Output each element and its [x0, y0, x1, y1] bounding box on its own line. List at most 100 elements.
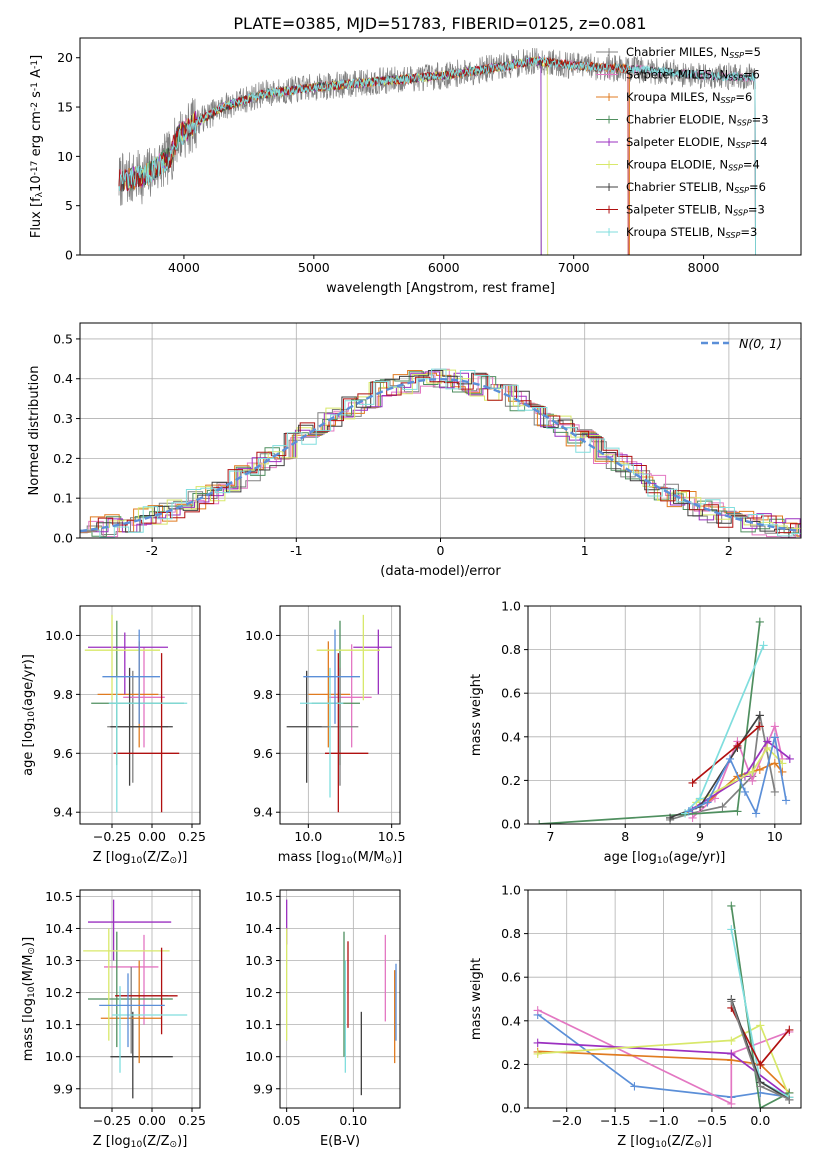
legend-label: Salpeter MILES, NSSP=6: [626, 68, 760, 83]
panel-residuals: -2 -1 0 1 2 0.0 0.1 0.2 0.3 0.4 0.5 (data-model)/er…: [27, 322, 802, 579]
y-tick-label: 10: [57, 149, 73, 164]
x-tick-label: −1.5: [600, 1113, 630, 1128]
y-tick-label: 10.5: [245, 889, 273, 904]
y-tick-label: 0.8: [501, 642, 521, 657]
plot-area: [118, 47, 756, 255]
weight-point: +: [687, 776, 698, 791]
weight-point: +: [755, 1075, 766, 1090]
y-tick-label: 5: [65, 198, 73, 213]
x-tick-label: 0.25: [178, 1113, 206, 1128]
y-tick-label: 9.4: [253, 805, 273, 820]
panel-mass_age: 10.0 10.5 9.4 9.6 9.8 10.0 mass [log10(M/M⊙)]: [245, 605, 406, 866]
weight-point: +: [739, 785, 750, 800]
weight-point: +: [784, 1093, 795, 1108]
y-tick-label: 10.0: [45, 628, 73, 643]
axes-frame: [279, 605, 401, 825]
x-tick-label: 10.5: [378, 829, 406, 844]
x-tick-label: −0.5: [697, 1113, 727, 1128]
weight-line: [537, 1024, 791, 1098]
y-tick-label: 10.5: [45, 889, 73, 904]
weight-point: +: [784, 1086, 795, 1101]
legend-marker: +: [604, 113, 614, 127]
legend-marker: +: [604, 203, 614, 217]
weight-line: [692, 739, 791, 810]
x-axis-label: Z [log10(Z/Z⊙)]: [617, 1134, 712, 1150]
weight-line: [691, 723, 784, 819]
weight-point: +: [665, 813, 676, 828]
weight-point: +: [777, 752, 788, 767]
weight-point: +: [702, 796, 713, 811]
y-tick-label: 0.4: [501, 729, 521, 744]
weight-point: +: [683, 804, 694, 819]
weight-point: +: [769, 756, 780, 771]
weight-point: +: [695, 800, 706, 815]
legend-marker: +: [604, 180, 614, 194]
axes-frame: [527, 605, 802, 825]
weight-point: +: [739, 770, 750, 785]
weight-point: +: [755, 1058, 766, 1073]
plot-area: [80, 368, 801, 538]
weight-point: +: [747, 765, 758, 780]
panel-z_weight: +++ + +++++++ ++++++++++++++++++++++++−2.0 −…: [469, 883, 802, 1150]
x-tick-label: −0.25: [93, 829, 131, 844]
legend-marker: +: [604, 225, 614, 239]
y-tick-label: 10.2: [45, 985, 73, 1000]
y-tick-label: 9.8: [53, 687, 73, 702]
legend-label: N(0, 1): [739, 336, 782, 351]
x-tick-label: 10: [767, 829, 783, 844]
weight-line: [691, 725, 761, 784]
y-axis-label: age [log10(age/yr)]: [21, 654, 37, 776]
weight-point: +: [754, 719, 765, 734]
y-tick-label: 10.2: [245, 985, 273, 1000]
weight-point: +: [732, 735, 743, 750]
model-spectrum-line: [118, 56, 756, 255]
x-axis-label: age [log10(age/yr)]: [604, 850, 726, 866]
weight-line: [730, 905, 790, 1108]
weight-point: +: [732, 804, 743, 819]
normal-curve: [80, 378, 799, 533]
y-tick-label: 1.0: [501, 599, 521, 614]
legend-marker: +: [604, 135, 614, 149]
weight-point: +: [695, 791, 706, 806]
legend-label: Chabrier MILES, NSSP=5: [626, 45, 761, 60]
weight-point: +: [784, 1025, 795, 1040]
weight-point: +: [732, 741, 743, 756]
weight-point: +: [665, 811, 676, 826]
y-tick-label: 0.2: [53, 451, 73, 466]
weight-point: +: [691, 796, 702, 811]
histogram-step-line: [80, 368, 801, 538]
axes-frame: [79, 605, 201, 825]
legend-label: Chabrier ELODIE, NSSP=3: [626, 113, 769, 128]
plot-area: [286, 614, 392, 813]
y-tick-label: 0.4: [501, 1013, 521, 1028]
weight-point: +: [758, 639, 769, 654]
y-tick-label: 9.8: [253, 687, 273, 702]
weight-point: +: [747, 774, 758, 789]
weight-point: +: [534, 818, 545, 833]
weight-point: +: [726, 923, 737, 938]
x-tick-label: 0.10: [339, 1113, 367, 1128]
y-tick-label: 0.4: [53, 371, 73, 386]
weight-point: +: [784, 1091, 795, 1106]
axes-frame: [79, 322, 802, 539]
weight-point: +: [629, 1080, 640, 1095]
weight-point: +: [754, 709, 765, 724]
weight-point: +: [751, 807, 762, 822]
y-axis-label: mass weight: [469, 958, 484, 1040]
weight-point: +: [762, 741, 773, 756]
y-tick-label: 10.1: [245, 1017, 273, 1032]
panel-ebv_mass: 0.05 0.10 9.9 10.0 10.1 10.2 10.3 10.4 10.5 E(B-V…: [245, 889, 401, 1149]
x-tick-label: −0.25: [93, 1113, 131, 1128]
weight-line: [695, 746, 783, 803]
weight-point: +: [687, 811, 698, 826]
x-axis-label: (data-model)/error: [380, 564, 501, 579]
weight-point: +: [762, 735, 773, 750]
y-tick-label: 1.0: [501, 883, 521, 898]
y-tick-label: 9.6: [53, 746, 73, 761]
y-tick-label: 0.8: [501, 926, 521, 941]
weight-point: +: [532, 1008, 543, 1023]
y-tick-label: 10.3: [245, 953, 273, 968]
x-tick-label: 4000: [168, 260, 200, 275]
plot-area: [83, 899, 188, 1099]
